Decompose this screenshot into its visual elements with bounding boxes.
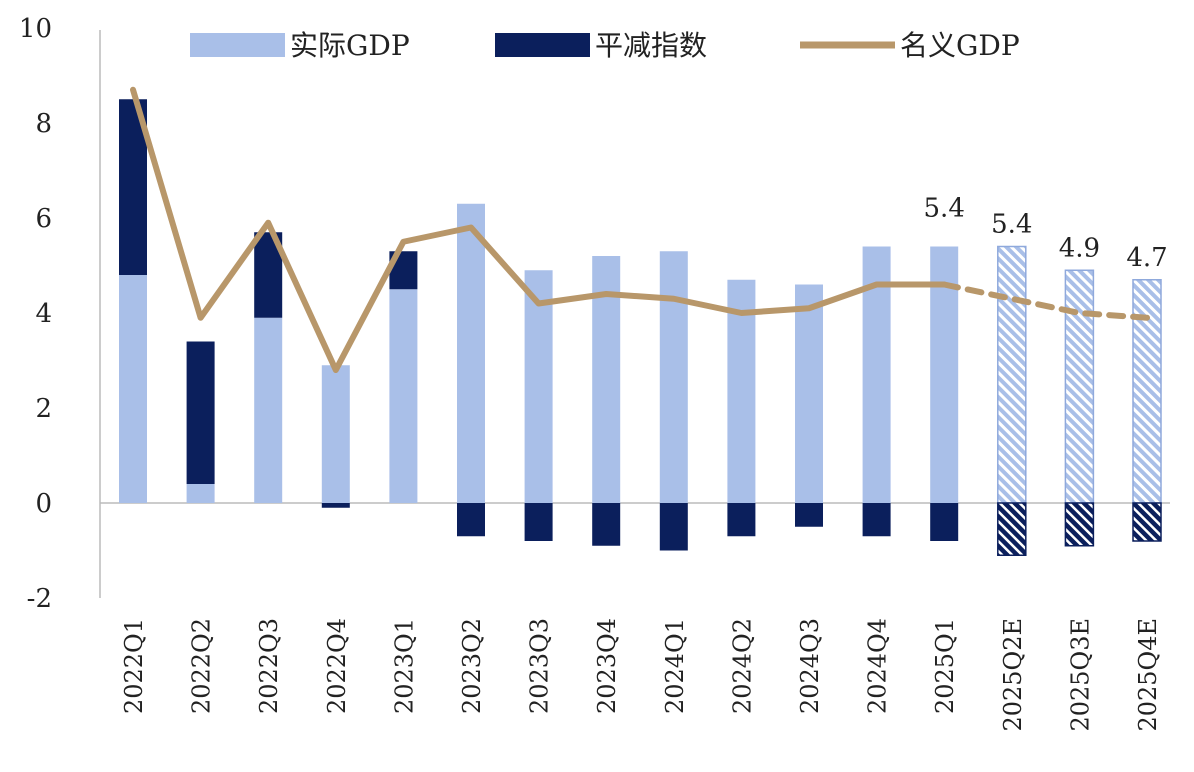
x-tick-label: 2022Q2 — [188, 618, 216, 714]
bar-real-gdp — [659, 251, 688, 503]
bar-deflator — [457, 503, 485, 537]
x-tick-label: 2023Q2 — [458, 618, 486, 714]
bar-real-gdp — [119, 275, 147, 503]
x-tick-label: 2024Q1 — [661, 618, 689, 714]
x-tick-label: 2025Q4E — [1134, 618, 1162, 732]
x-tick-label: 2023Q4 — [593, 618, 621, 714]
data-label: 4.9 — [1059, 233, 1100, 263]
bar-real-gdp — [727, 279, 756, 503]
bar-real-gdp — [457, 203, 485, 503]
bar-deflator — [997, 502, 1027, 556]
bar-deflator — [592, 503, 621, 546]
bar-deflator — [727, 503, 756, 537]
bar-deflator — [186, 341, 215, 484]
bar-real-gdp — [795, 284, 823, 503]
bar-deflator — [1132, 502, 1162, 542]
bar-deflator — [524, 503, 553, 541]
nominal-gdp-line-estimate — [941, 281, 1150, 321]
x-tick-label: 2025Q3E — [1066, 618, 1094, 732]
data-label: 5.4 — [991, 210, 1032, 240]
bar-real-gdp — [1132, 279, 1162, 504]
x-tick-label: 2023Q3 — [526, 618, 554, 714]
bars — [119, 99, 1162, 556]
data-label: 4.7 — [1126, 243, 1167, 273]
x-tick-label: 2024Q2 — [728, 618, 756, 714]
bar-real-gdp — [186, 484, 215, 503]
y-tick-label: 10 — [19, 14, 52, 44]
x-tick-label: 2022Q1 — [120, 618, 148, 714]
legend: 实际GDP 平减指数 名义GDP — [190, 29, 1020, 62]
bar-real-gdp — [524, 270, 553, 503]
legend-label: 实际GDP — [290, 29, 410, 62]
legend-label: 平减指数 — [595, 29, 707, 62]
legend-swatch-bar — [495, 33, 590, 57]
bar-real-gdp — [321, 365, 350, 503]
y-tick-label: 8 — [35, 109, 52, 139]
bar-deflator — [862, 503, 891, 537]
y-tick-label: 4 — [35, 299, 52, 329]
nominal-gdp-line-actual — [130, 86, 948, 373]
bar-deflator — [321, 503, 350, 508]
x-tick-label: 2025Q2E — [999, 618, 1027, 732]
bar-real-gdp — [389, 289, 418, 503]
bar-deflator — [795, 503, 823, 527]
x-tick-label: 2023Q1 — [390, 618, 418, 714]
bar-deflator — [659, 503, 688, 551]
nominal-gdp-line — [130, 86, 1150, 373]
bar-real-gdp — [1064, 269, 1095, 504]
x-tick-label: 2025Q1 — [931, 618, 959, 714]
bar-real-gdp — [997, 245, 1027, 504]
x-tick-label: 2024Q3 — [796, 618, 824, 714]
legend-label: 名义GDP — [900, 29, 1020, 62]
x-tick-label: 2024Q4 — [864, 618, 892, 714]
y-tick-label: 0 — [35, 489, 52, 519]
axes: -2 0 2 4 6 8 10 2022Q1 2022Q2 2022Q3 2022Q4 2023Q1 2… — [19, 14, 1170, 732]
y-tick-label: 2 — [35, 394, 52, 424]
bar-deflator — [1064, 502, 1095, 547]
data-label: 5.4 — [924, 194, 965, 224]
bar-deflator — [930, 503, 959, 541]
x-tick-label: 2022Q4 — [323, 618, 351, 714]
bar-real-gdp — [254, 317, 283, 503]
y-tick-label: -2 — [27, 584, 52, 614]
x-tick-label: 2022Q3 — [255, 618, 283, 714]
legend-swatch-bar — [190, 33, 285, 57]
y-tick-label: 6 — [35, 204, 52, 234]
data-labels: 5.4 5.4 4.9 4.7 — [924, 194, 1168, 273]
